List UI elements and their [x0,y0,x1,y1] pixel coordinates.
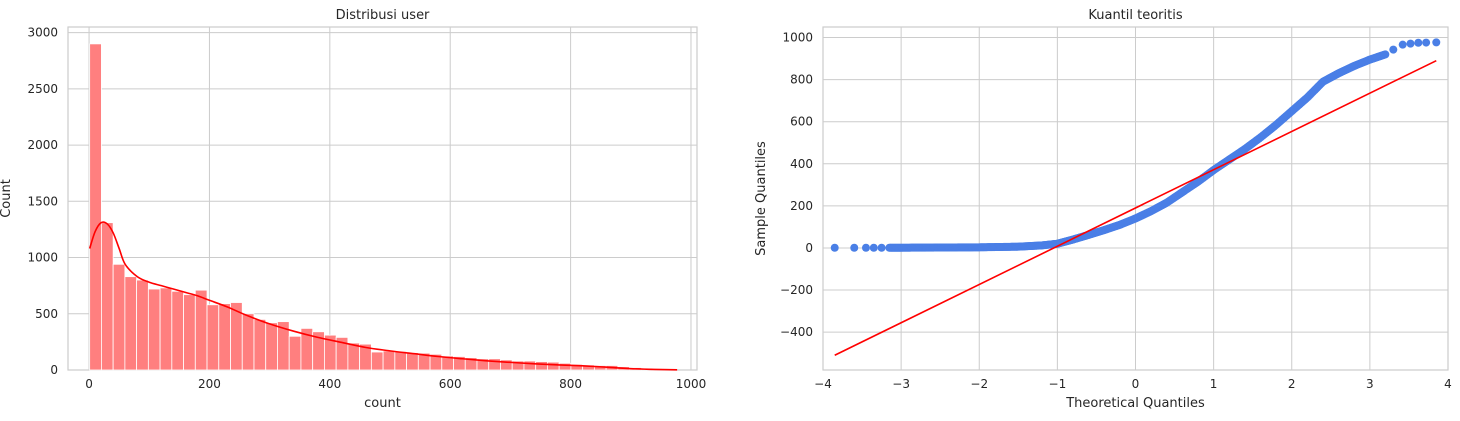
qq-point [1422,38,1431,47]
hist-y-tick-label: 500 [35,307,58,321]
hist-y-tick-label: 2500 [27,82,58,96]
qq-x-tick-label: 0 [1132,377,1140,391]
histogram-bar [136,279,149,371]
qq-x-tick-label: 4 [1444,377,1452,391]
qq-y-tick-label: 1000 [782,31,813,45]
histogram-bar [89,43,102,371]
qq-plot-panel: −4 −3 −2 −1 0 1 2 3 4 −400 −200 0 200 400 600 800 1000 Ku… [754,8,1452,411]
hist-x-tick-label: 800 [559,377,582,391]
histogram-panel: 0 200 400 600 800 1000 0 500 1000 1500 2000 2500 300… [0,8,706,411]
qq-y-tick-label: 200 [790,199,813,213]
histogram-bar [159,287,173,371]
histogram-bar [241,313,255,371]
histogram-bar [523,360,537,371]
qq-x-tick-label: 3 [1366,377,1374,391]
histogram-bar [218,303,231,371]
hist-x-tick-label: 600 [439,377,462,391]
hist-x-tick-label: 400 [318,377,341,391]
histogram-bar [194,289,208,371]
qq-y-tick-label: 0 [805,241,813,255]
qq-point [869,243,878,252]
histogram-bar [406,352,419,371]
qq-x-tick-label: −2 [970,377,988,391]
histogram-bar [124,276,138,371]
qq-y-tick-label: −200 [780,283,813,297]
qq-y-tick-label: 400 [790,157,813,171]
histogram-bar [288,335,302,371]
histogram-bar [347,342,361,371]
histogram-bar [183,294,196,371]
histogram-bar [171,290,184,371]
histogram-bar [547,361,560,371]
qq-y-tick-label: 600 [790,115,813,129]
hist-y-axis-label: Count [0,179,14,218]
hist-x-tick-label: 0 [85,377,93,391]
qq-point [1381,50,1390,59]
histogram-bar [112,263,126,371]
histogram-bar [147,288,161,371]
qq-x-tick-label: −1 [1049,377,1067,391]
qq-point [830,243,839,252]
hist-title: Distribusi user [336,8,430,23]
hist-x-axis-label: count [364,396,401,411]
qq-point [1414,38,1423,47]
qq-point [861,243,870,252]
histogram-bar [382,350,396,371]
qq-x-tick-label: −4 [814,377,832,391]
histogram-bar [394,351,407,371]
qq-x-tick-label: −3 [892,377,910,391]
hist-x-tick-label: 200 [198,377,221,391]
qq-point [1432,38,1441,47]
hist-y-tick-label: 2000 [27,138,58,152]
qq-title: Kuantil teoritis [1088,8,1182,23]
qq-x-tick-label: 2 [1288,377,1296,391]
qq-y-tick-label: 800 [790,73,813,87]
qq-y-axis-label: Sample Quantiles [754,141,769,256]
qq-point [850,243,859,252]
histogram-bar [206,304,220,371]
kde-curve [88,221,678,371]
hist-y-tick-label: 1500 [27,194,58,208]
qq-reference-line [834,59,1437,356]
qq-point [1398,40,1407,49]
histogram-bar [265,322,278,371]
histogram-bar [253,318,267,371]
qq-x-tick-label: 1 [1210,377,1218,391]
qq-point [1389,45,1398,54]
qq-point [877,243,886,252]
qq-x-axis-label: Theoretical Quantiles [1065,396,1205,411]
qq-y-tick-label: −400 [780,325,813,339]
qq-point [1406,39,1415,48]
hist-y-tick-label: 0 [50,363,58,377]
histogram-bar [370,351,384,371]
histogram-bar [101,222,114,371]
hist-y-tick-label: 3000 [27,26,58,40]
hist-x-tick-label: 1000 [676,377,707,391]
hist-y-tick-label: 1000 [27,251,58,265]
histogram-bar [535,361,548,371]
